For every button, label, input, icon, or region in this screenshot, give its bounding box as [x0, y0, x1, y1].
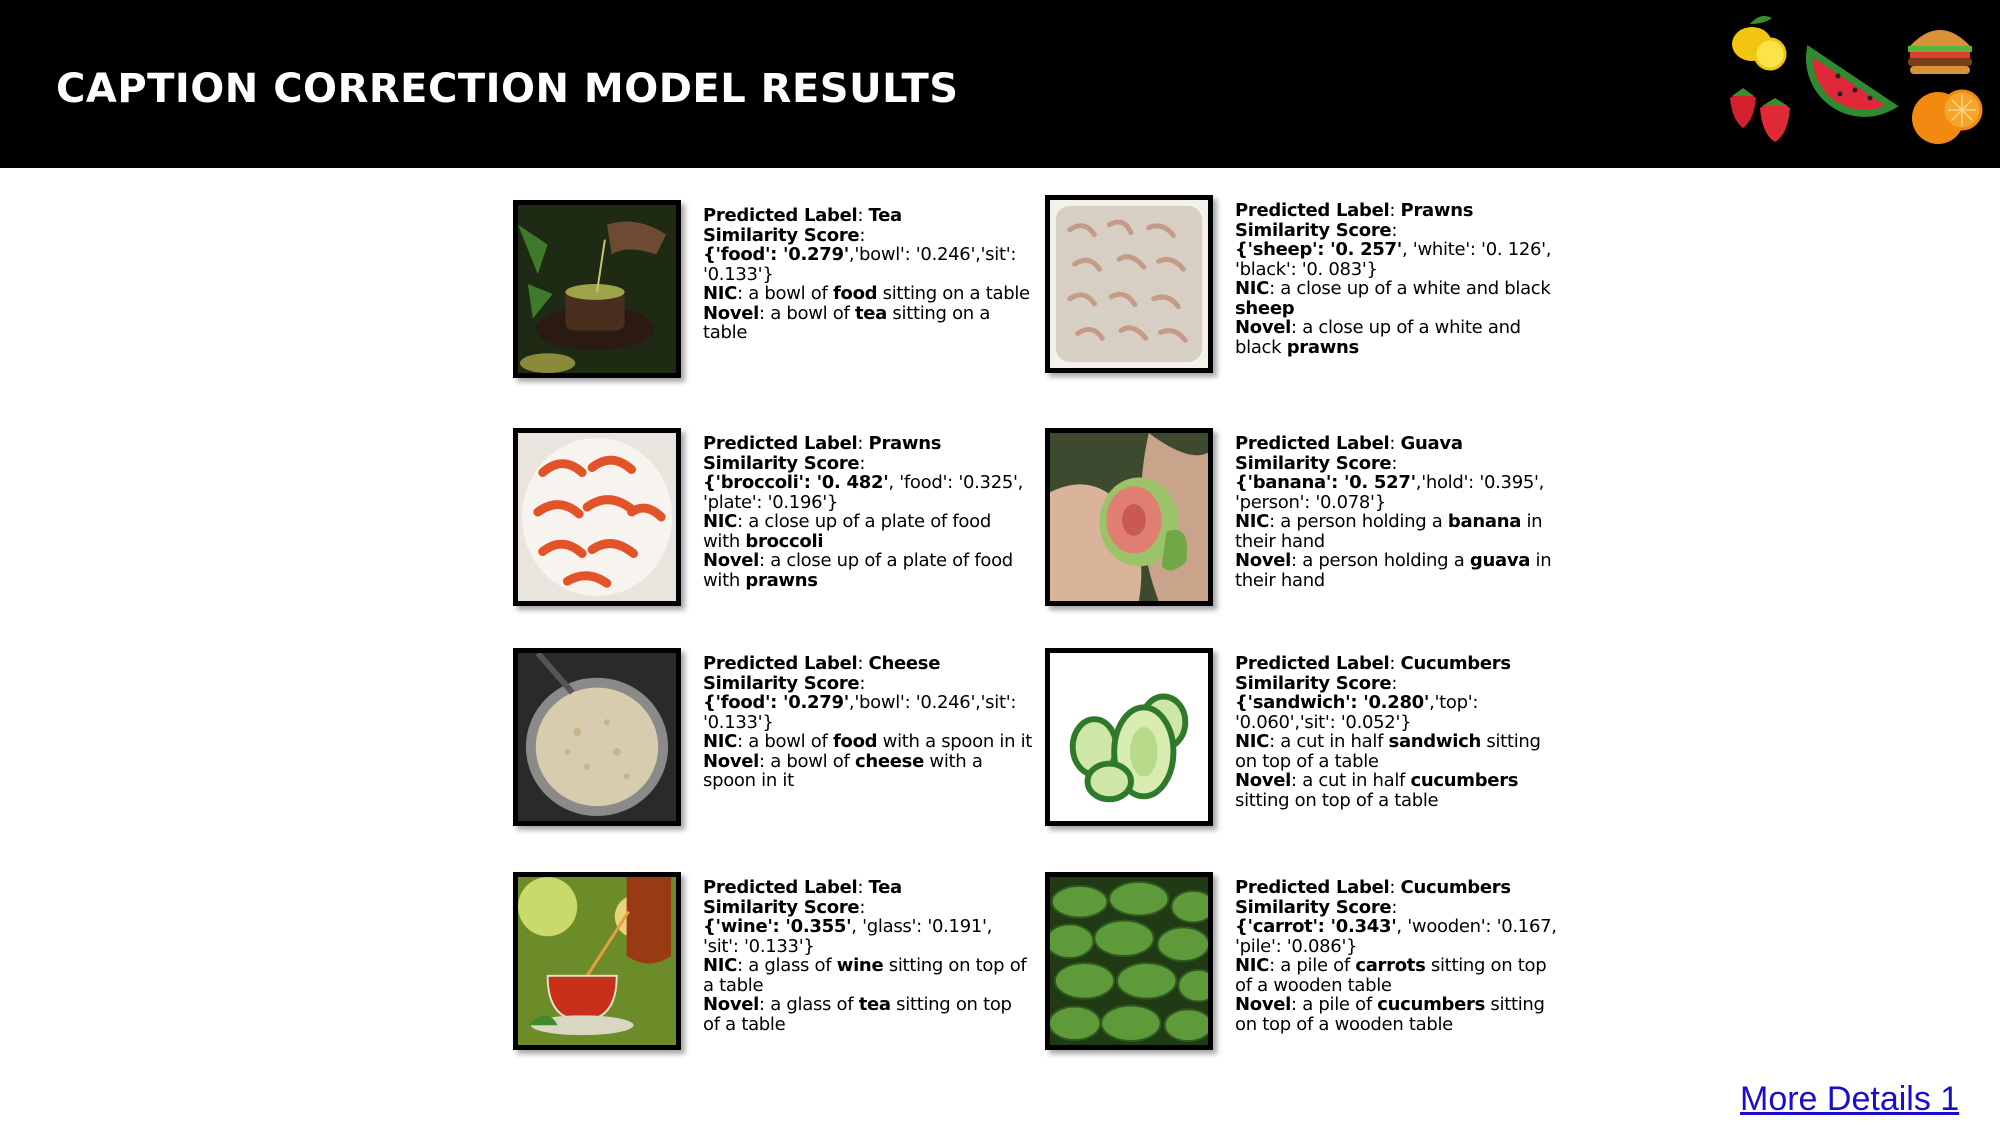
nic-caption: NIC: a close up of a plate of food with …	[703, 511, 991, 552]
strawberry-icon	[1730, 88, 1790, 142]
novel-caption: Novel: a glass of tea sitting on top of …	[703, 994, 1012, 1035]
similarity-score-values: {'wine': '0.355', 'glass': '0.191', 'sit…	[703, 916, 993, 957]
more-details-link[interactable]: More Details 1	[1740, 1080, 1960, 1118]
cucumbers-image	[1045, 648, 1213, 826]
result-card-guava: Predicted Label: Guava Similarity Score:…	[1045, 428, 1565, 618]
similarity-score-values: {'sandwich': '0.280','top': '0.060','sit…	[1235, 692, 1479, 733]
result-text: Predicted Label: Prawns Similarity Score…	[1235, 201, 1565, 357]
predicted-label: Predicted Label: Cucumbers	[1235, 877, 1511, 898]
fruit-cluster	[1730, 16, 1983, 144]
nic-caption: NIC: a person holding a banana in their …	[1235, 511, 1543, 552]
novel-caption: Novel: a close up of a plate of food wit…	[703, 550, 1013, 591]
result-card-tea-glass: Predicted Label: Tea Similarity Score: {…	[513, 872, 1033, 1062]
similarity-score-values: {'broccoli': '0. 482', 'food': '0.325', …	[703, 472, 1024, 513]
nic-caption: NIC: a pile of carrots sitting on top of…	[1235, 955, 1547, 996]
predicted-label: Predicted Label: Tea	[703, 877, 902, 898]
nic-caption: NIC: a glass of wine sitting on top of a…	[703, 955, 1027, 996]
similarity-score-heading: Similarity Score:	[703, 896, 866, 918]
orange-icon	[1912, 89, 1983, 144]
nic-caption: NIC: a close up of a white and black she…	[1235, 278, 1551, 319]
header-bar: CAPTION CORRECTION MODEL RESULTS	[0, 0, 2000, 168]
similarity-score-heading: Similarity Score:	[703, 672, 866, 694]
nic-caption: NIC: a bowl of food sitting on a table	[703, 283, 1030, 304]
novel-caption: Novel: a person holding a guava in their…	[1235, 550, 1552, 591]
tea-glass-image	[513, 872, 681, 1050]
result-card-prawns: Predicted Label: Prawns Similarity Score…	[1045, 195, 1565, 385]
similarity-score-values: {'banana': '0. 527','hold': '0.395', 'pe…	[1235, 472, 1545, 513]
result-card-cucumber-pile: Predicted Label: Cucumbers Similarity Sc…	[1045, 872, 1565, 1062]
similarity-score-heading: Similarity Score:	[703, 224, 866, 246]
predicted-label: Predicted Label: Cucumbers	[1235, 653, 1511, 674]
similarity-score-values: {'food': '0.279','bowl': '0.246','sit': …	[703, 244, 1017, 285]
predicted-label: Predicted Label: Cheese	[703, 653, 941, 674]
similarity-score-heading: Similarity Score:	[1235, 219, 1398, 241]
page-title: CAPTION CORRECTION MODEL RESULTS	[56, 66, 959, 112]
similarity-score-heading: Similarity Score:	[1235, 452, 1398, 474]
nic-caption: NIC: a bowl of food with a spoon in it	[703, 731, 1033, 752]
result-card-cucumbers: Predicted Label: Cucumbers Similarity Sc…	[1045, 648, 1565, 838]
result-text: Predicted Label: Guava Similarity Score:…	[1235, 434, 1565, 590]
prawns-image	[1045, 195, 1213, 373]
burger-icon	[1908, 30, 1972, 74]
similarity-score-values: {'food': '0.279','bowl': '0.246','sit': …	[703, 692, 1017, 733]
nic-caption: NIC: a cut in half sandwich sitting on t…	[1235, 731, 1541, 772]
result-card-prawns-plate: Predicted Label: Prawns Similarity Score…	[513, 428, 1033, 618]
prawns-plate-image	[513, 428, 681, 606]
cheese-image	[513, 648, 681, 826]
novel-caption: Novel: a bowl of cheese with a spoon in …	[703, 750, 983, 791]
result-text: Predicted Label: Cucumbers Similarity Sc…	[1235, 878, 1565, 1034]
result-text: Predicted Label: Cucumbers Similarity Sc…	[1235, 654, 1565, 810]
novel-caption: Novel: a close up of a white and black p…	[1235, 317, 1521, 358]
similarity-score-values: {'sheep': '0. 257', 'white': '0. 126', '…	[1235, 239, 1552, 280]
predicted-label: Predicted Label: Prawns	[703, 433, 942, 454]
similarity-score-heading: Similarity Score:	[703, 452, 866, 474]
lemon-icon	[1732, 16, 1787, 71]
result-text: Predicted Label: Cheese Similarity Score…	[703, 654, 1033, 791]
tea-image	[513, 200, 681, 378]
predicted-label: Predicted Label: Guava	[1235, 433, 1463, 454]
similarity-score-heading: Similarity Score:	[1235, 672, 1398, 694]
novel-caption: Novel: a pile of cucumbers sitting on to…	[1235, 994, 1545, 1035]
novel-caption: Novel: a cut in half cucumbers sitting o…	[1235, 770, 1519, 811]
cucumber-pile-image	[1045, 872, 1213, 1050]
predicted-label: Predicted Label: Prawns	[1235, 200, 1474, 221]
result-text: Predicted Label: Prawns Similarity Score…	[703, 434, 1033, 590]
result-text: Predicted Label: Tea Similarity Score: {…	[703, 206, 1033, 343]
similarity-score-values: {'carrot': '0.343', 'wooden': '0.167, 'p…	[1235, 916, 1557, 957]
result-text: Predicted Label: Tea Similarity Score: {…	[703, 878, 1033, 1034]
guava-image	[1045, 428, 1213, 606]
result-card-tea: Predicted Label: Tea Similarity Score: {…	[513, 200, 1033, 390]
watermelon-icon	[1806, 44, 1899, 117]
similarity-score-heading: Similarity Score:	[1235, 896, 1398, 918]
predicted-label: Predicted Label: Tea	[703, 205, 902, 226]
result-card-cheese: Predicted Label: Cheese Similarity Score…	[513, 648, 1033, 838]
novel-caption: Novel: a bowl of tea sitting on a table	[703, 302, 991, 343]
